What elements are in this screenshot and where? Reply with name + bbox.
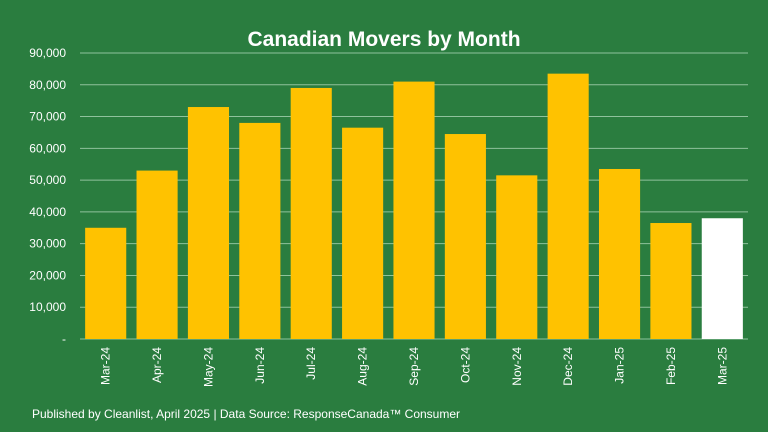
x-tick-label: May-24 (201, 347, 215, 387)
x-tick-label: Jul-24 (304, 347, 318, 380)
bar-jun-24 (239, 122, 281, 340)
bar-aug-24 (342, 127, 384, 339)
bar-mar-25 (701, 218, 743, 339)
y-tick-label: 60,000 (29, 141, 66, 155)
x-tick-label: Nov-24 (510, 347, 524, 386)
y-tick-label: - (62, 332, 66, 346)
bar-mar-24 (85, 227, 127, 339)
x-tick-label: Mar-24 (99, 347, 113, 385)
x-tick-label: Oct-24 (458, 347, 472, 383)
y-axis-ticks: - 10,000 20,000 30,000 40,000 50,000 60,000 70,… (29, 46, 66, 346)
chart-title: Canadian Movers by Month (247, 28, 520, 51)
y-tick-label: 50,000 (29, 173, 66, 187)
y-tick-label: 10,000 (29, 300, 66, 314)
y-tick-label: 20,000 (29, 268, 66, 282)
bar-oct-24 (444, 134, 486, 339)
x-tick-label: Mar-25 (715, 347, 729, 385)
bar-apr-24 (136, 170, 178, 339)
bar-feb-25 (650, 223, 692, 339)
footer-source: Published by Cleanlist, April 2025 | Dat… (32, 407, 460, 421)
bar-may-24 (187, 107, 230, 340)
x-axis-ticks: Mar-24 Apr-24 May-24 Jun-24 Jul-24 Aug-24 Sep-… (99, 347, 730, 387)
y-tick-label: 90,000 (29, 46, 66, 60)
y-tick-label: 70,000 (29, 110, 66, 124)
x-tick-label: Jan-25 (613, 347, 627, 384)
x-tick-label: Jun-24 (253, 347, 267, 384)
x-tick-label: Feb-25 (664, 347, 678, 385)
bar-nov-24 (496, 175, 538, 339)
y-tick-label: 80,000 (29, 78, 66, 92)
y-tick-label: 40,000 (29, 205, 66, 219)
bar-sep-24 (393, 81, 435, 339)
x-tick-label: Sep-24 (407, 347, 421, 386)
bar-jul-24 (290, 87, 332, 339)
y-tick-label: 30,000 (29, 237, 66, 251)
x-tick-label: Dec-24 (561, 347, 575, 386)
bar-dec-24 (547, 73, 589, 340)
bars (85, 73, 743, 340)
x-tick-label: Aug-24 (356, 347, 370, 386)
bar-jan-25 (598, 168, 641, 339)
x-tick-label: Apr-24 (150, 347, 164, 383)
